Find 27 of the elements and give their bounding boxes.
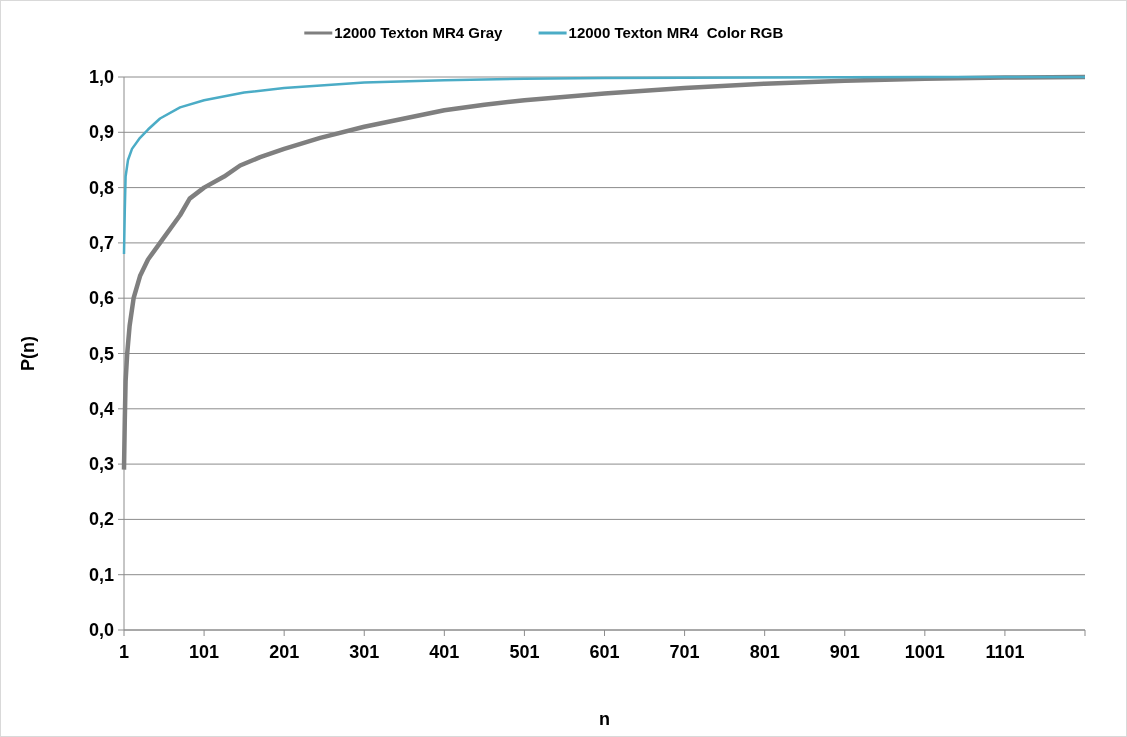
x-tick-label: 701: [669, 642, 700, 662]
x-tick-label: 901: [829, 642, 860, 662]
x-tick-label: 401: [429, 642, 460, 662]
y-tick-label: 0,1: [88, 564, 114, 585]
y-tick-label: 0,8: [88, 177, 114, 198]
y-tick-label: 0,2: [88, 509, 114, 530]
x-tick-label: 1001: [904, 642, 945, 662]
legend-label: 12000 Texton MR4 Color RGB: [568, 24, 784, 41]
x-tick-label: 601: [589, 642, 620, 662]
y-tick-label: 0,0: [88, 620, 114, 640]
y-tick-label: 0,6: [88, 288, 114, 309]
y-tick-label: 1,0: [88, 67, 114, 87]
y-tick-label: 0,7: [88, 232, 114, 253]
y-tick-label: 0,4: [88, 398, 114, 419]
y-axis-title: P(n): [18, 336, 38, 371]
x-tick-label: 501: [509, 642, 540, 662]
x-tick-label: 301: [349, 642, 380, 662]
x-axis-title: n: [599, 709, 610, 729]
x-tick-label: 201: [269, 642, 300, 662]
x-tick-label: 101: [189, 642, 220, 662]
x-tick-label: 801: [749, 642, 780, 662]
y-tick-label: 0,9: [88, 122, 114, 143]
x-tick-label: 1: [118, 642, 130, 662]
x-tick-label: 1101: [985, 642, 1025, 662]
y-tick-label: 0,5: [88, 343, 114, 364]
y-tick-label: 0,3: [88, 454, 114, 475]
legend-label: 12000 Texton MR4 Gray: [334, 24, 504, 41]
